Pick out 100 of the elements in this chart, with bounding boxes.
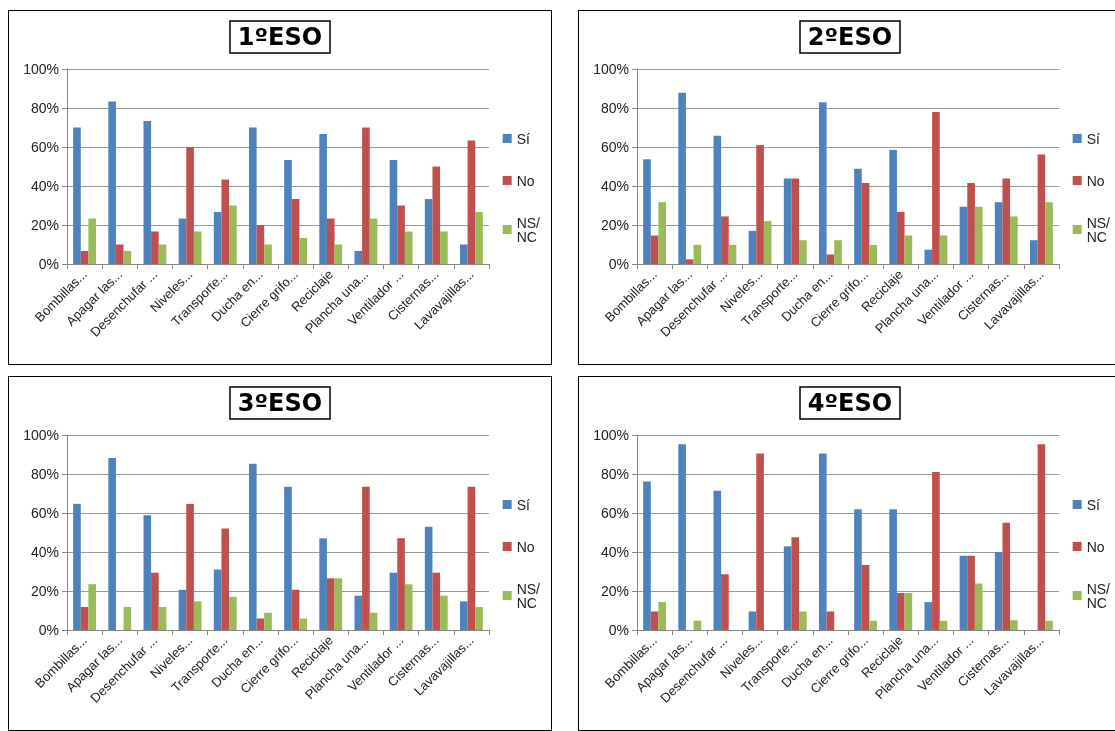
bar	[643, 159, 651, 264]
bar	[440, 231, 448, 264]
bar	[299, 618, 308, 630]
chart-title: 4ºESO	[807, 389, 893, 417]
legend-label: NS/NC	[1086, 214, 1111, 245]
bar	[123, 606, 132, 630]
bar	[404, 584, 413, 630]
y-tick-label: 80%	[30, 100, 59, 116]
bar	[354, 250, 363, 264]
bar	[924, 602, 933, 630]
legend-label: NS/NC	[516, 214, 541, 245]
bar	[994, 552, 1003, 630]
bar	[80, 606, 89, 630]
bar	[974, 206, 983, 264]
bar	[319, 538, 327, 630]
bar	[974, 583, 983, 630]
bar	[362, 127, 370, 264]
bar	[721, 574, 729, 630]
bar	[326, 578, 335, 630]
bar	[229, 596, 237, 630]
bar	[424, 199, 433, 264]
bar	[467, 486, 476, 630]
bar	[748, 230, 757, 264]
bar	[467, 140, 476, 264]
bar	[229, 205, 237, 264]
bar	[826, 254, 835, 264]
bar	[678, 92, 686, 264]
bar	[756, 145, 764, 264]
bar	[73, 127, 81, 264]
bar	[799, 240, 807, 264]
y-tick-label: 40%	[600, 178, 629, 194]
bar	[721, 216, 729, 264]
y-tick-label: 60%	[30, 139, 59, 155]
y-tick-label: 40%	[30, 544, 59, 560]
bar	[861, 183, 870, 264]
bar	[643, 481, 651, 630]
bar	[889, 149, 897, 264]
bar	[284, 486, 292, 630]
bar	[108, 101, 116, 264]
bar	[678, 444, 686, 630]
y-tick-label: 0%	[38, 256, 59, 272]
bar	[834, 240, 842, 264]
bar	[748, 611, 757, 630]
bar	[151, 572, 159, 630]
bar	[861, 565, 870, 630]
bar	[73, 503, 81, 630]
bar	[959, 555, 968, 630]
y-tick-label: 0%	[608, 256, 629, 272]
bar	[389, 572, 398, 630]
bar	[869, 244, 878, 264]
bar	[932, 111, 940, 264]
bar	[932, 472, 940, 630]
bar	[1029, 240, 1038, 264]
bar	[80, 250, 89, 264]
bar	[1002, 178, 1011, 264]
y-tick-label: 100%	[23, 427, 59, 443]
legend-label: No	[516, 172, 535, 189]
bar	[783, 546, 792, 630]
bar	[713, 490, 722, 630]
bar	[791, 537, 800, 630]
bar	[284, 160, 292, 264]
bar	[791, 178, 800, 264]
bar	[143, 121, 152, 264]
bar	[88, 218, 97, 264]
legend-label: Sí	[1086, 496, 1100, 513]
legend-label: No	[1086, 172, 1105, 189]
bar	[693, 244, 702, 264]
bar	[967, 183, 975, 264]
bar	[291, 199, 300, 264]
bar	[123, 250, 132, 264]
bar	[826, 611, 835, 630]
y-tick-label: 100%	[593, 427, 629, 443]
bar	[432, 572, 441, 630]
bar	[783, 178, 792, 264]
bar	[728, 244, 737, 264]
bar	[818, 453, 827, 630]
y-tick-label: 20%	[600, 583, 629, 599]
y-tick-label: 0%	[38, 622, 59, 638]
bar	[221, 528, 230, 630]
y-tick-label: 80%	[600, 100, 629, 116]
bar	[994, 202, 1003, 264]
bar	[799, 611, 807, 630]
bar	[256, 225, 265, 264]
y-tick-label: 80%	[600, 466, 629, 482]
bar	[369, 612, 378, 630]
y-tick-label: 0%	[608, 622, 629, 638]
bar	[193, 601, 202, 630]
bar	[440, 595, 448, 630]
y-tick-label: 80%	[30, 466, 59, 482]
legend-label: Sí	[516, 130, 530, 147]
bar	[658, 602, 667, 630]
bar	[299, 238, 308, 264]
bar	[475, 606, 483, 630]
bar	[221, 179, 230, 264]
bar	[326, 218, 335, 264]
y-tick-label: 100%	[23, 61, 59, 77]
bar	[1010, 216, 1018, 264]
bar	[818, 102, 827, 264]
bar	[939, 235, 948, 264]
bar	[896, 211, 905, 264]
